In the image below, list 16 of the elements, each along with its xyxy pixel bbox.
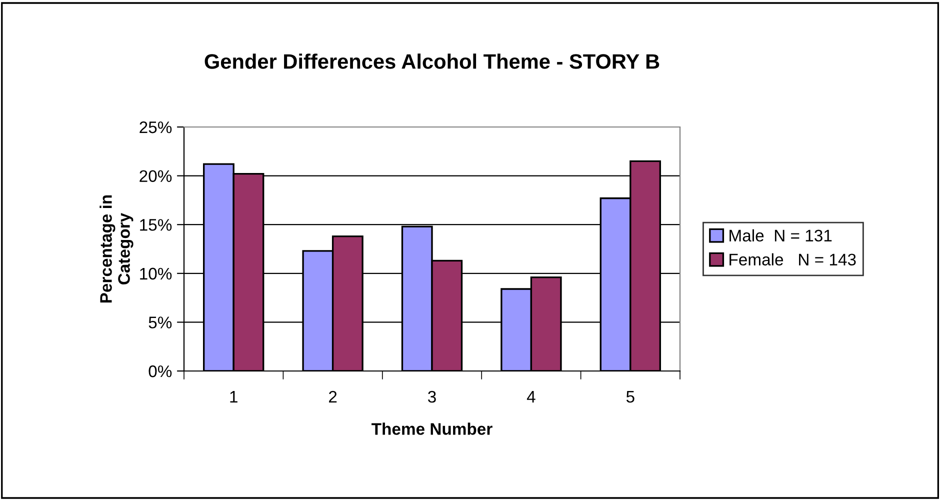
y-tick-label: 20% (140, 170, 172, 182)
y-tick-label: 0% (148, 365, 172, 378)
x-tick-label: 5 (626, 391, 634, 403)
x-tick-label: 1 (230, 391, 238, 403)
y-tick-label: 15% (140, 219, 172, 231)
x-tick-label: 2 (329, 390, 337, 403)
chart-title: Gender Differences Alcohol Theme - STORY B (204, 54, 660, 69)
x-tick-label: 3 (428, 390, 436, 403)
legend-label: Male N = 131 (730, 229, 832, 242)
y-axis-title: Percentage in Category (100, 195, 134, 303)
y-tick-label: 10% (140, 268, 172, 280)
y-tick-label: 5% (148, 316, 172, 328)
y-tick-label: 25% (140, 121, 172, 134)
x-tick-label: 4 (526, 391, 536, 403)
legend-label: Female N = 143 (730, 253, 856, 266)
x-axis-title: Theme Number (372, 422, 492, 435)
